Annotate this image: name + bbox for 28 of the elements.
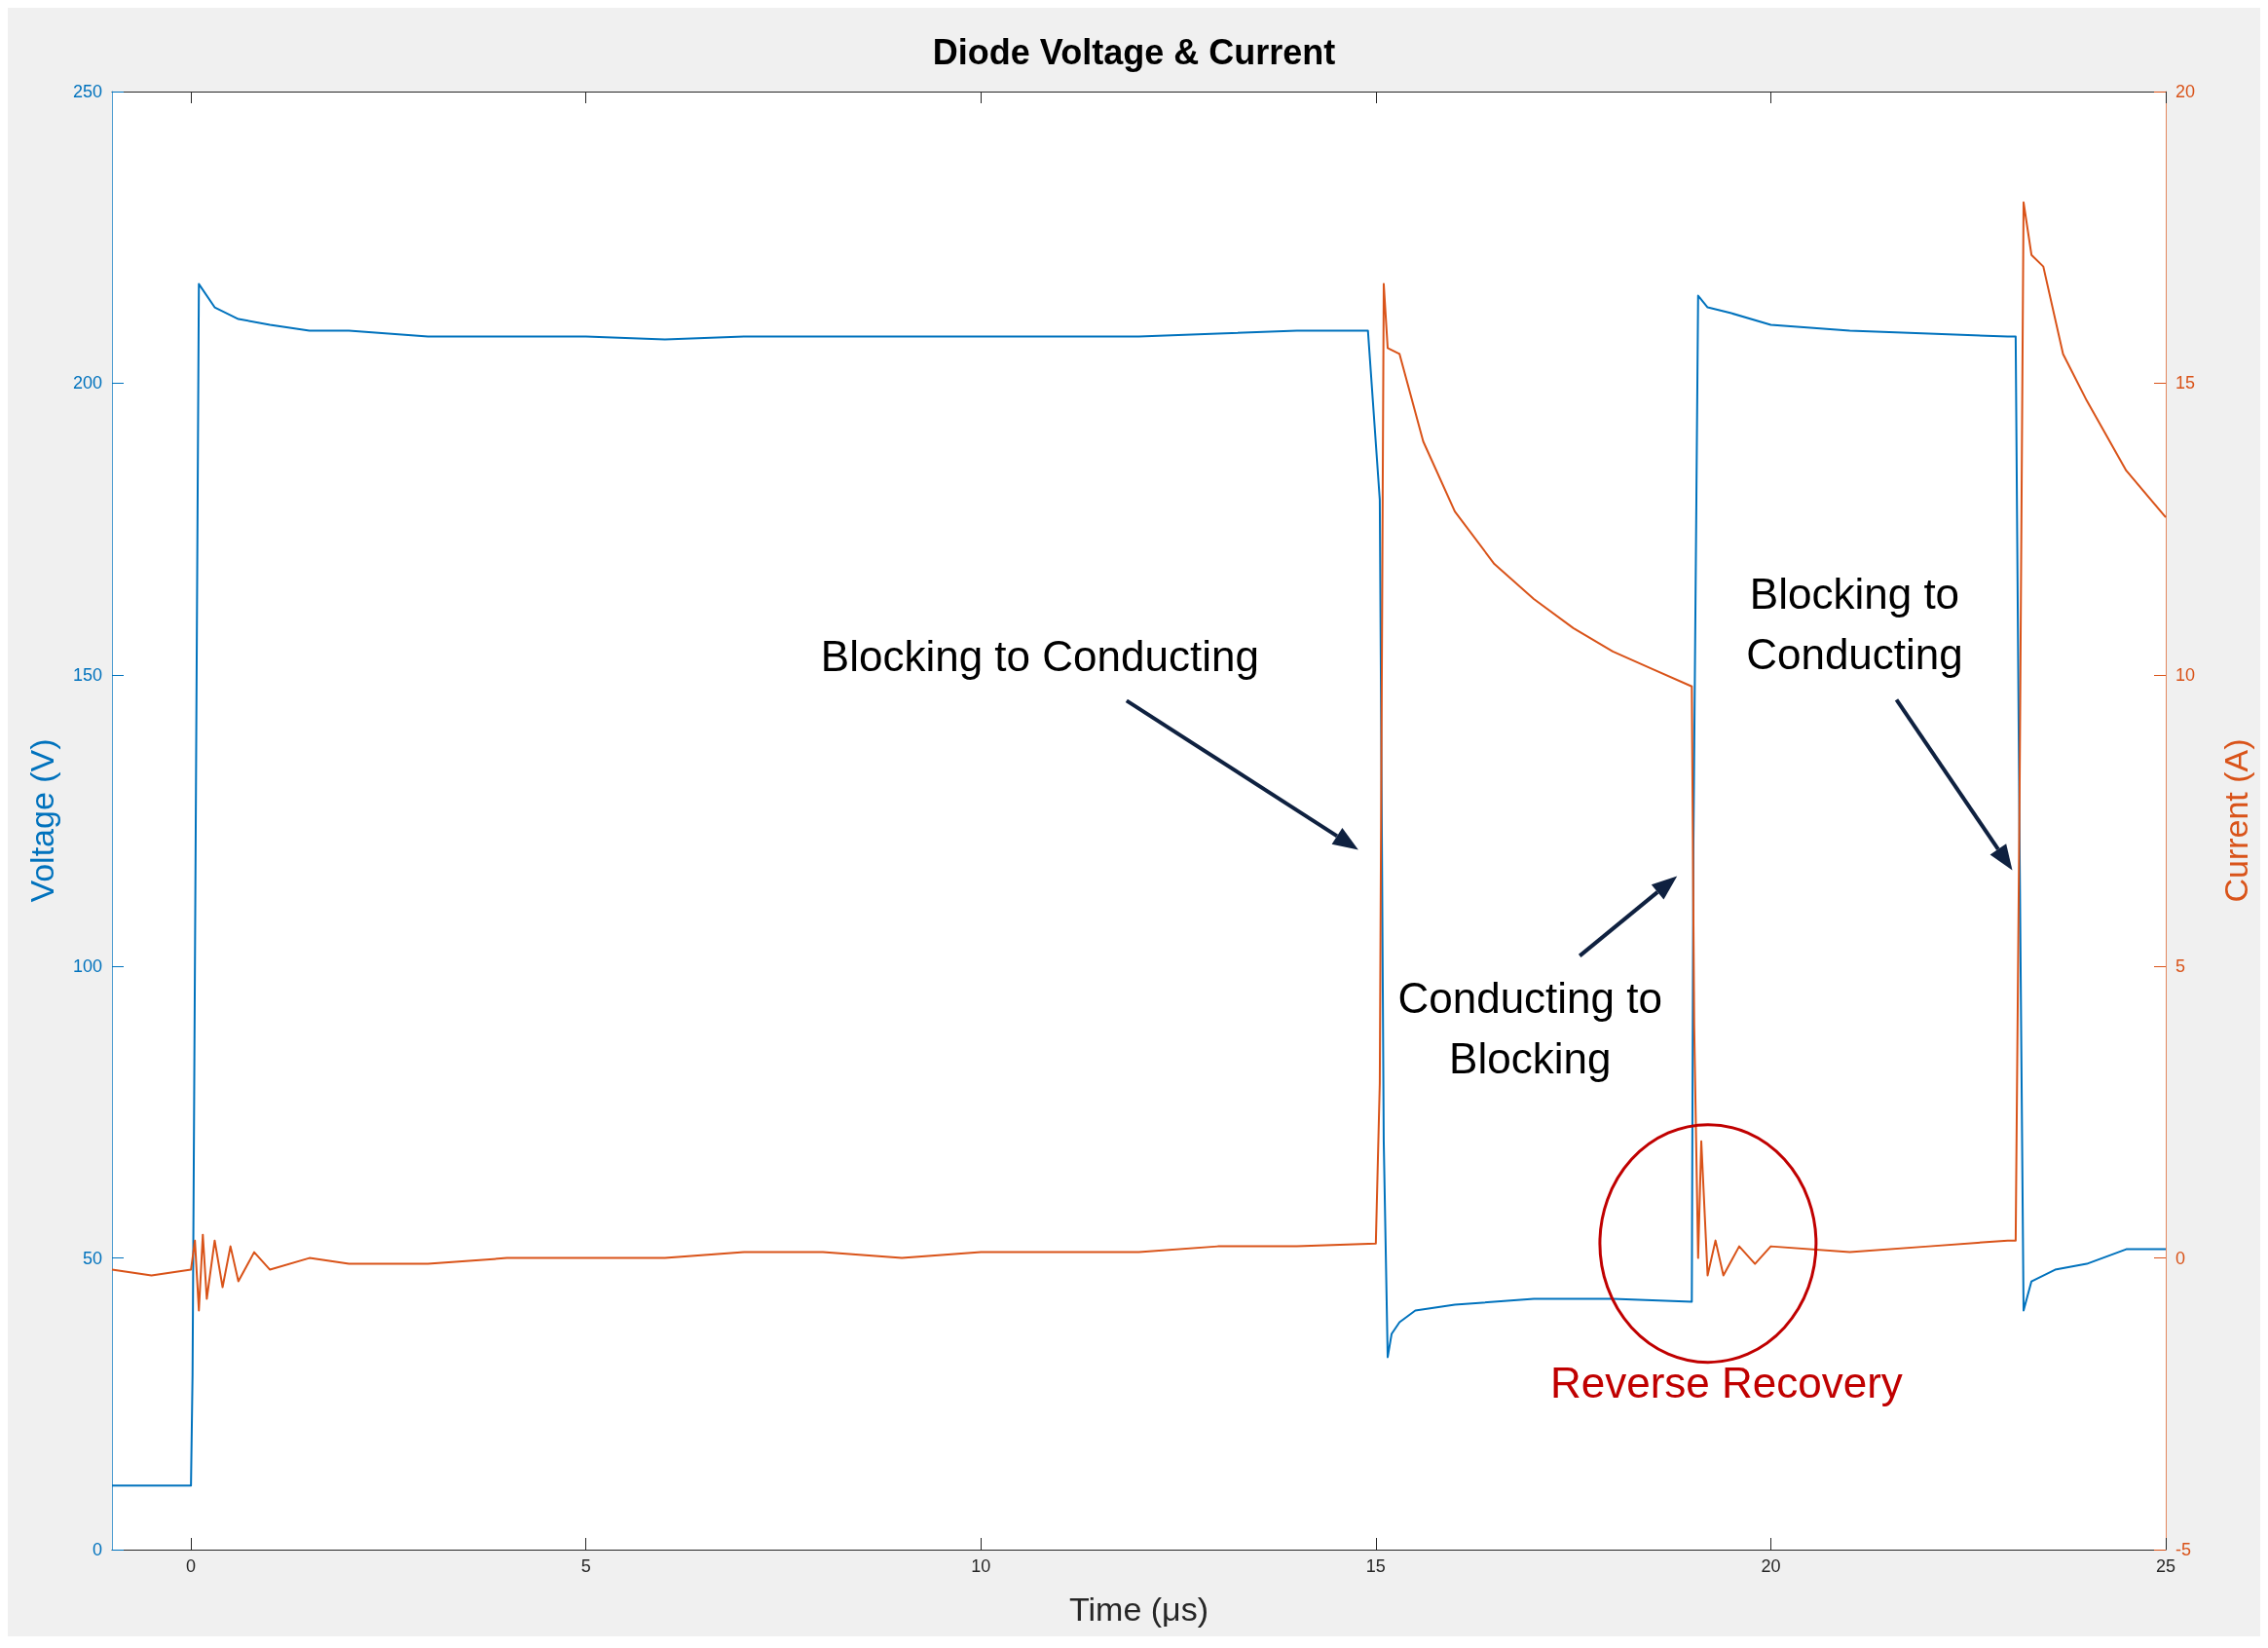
y-tick-label: 150	[72, 664, 102, 685]
x-tick-label: 25	[2155, 1556, 2176, 1576]
chart-title: Diode Voltage & Current	[932, 31, 1336, 72]
y-tick-label: 50	[82, 1248, 102, 1268]
y-tick-label: 200	[72, 373, 102, 393]
x-tick-label: 15	[1365, 1556, 1386, 1576]
x-tick-label: 10	[971, 1556, 991, 1576]
y2-axis-title: Current (A)	[2217, 738, 2254, 903]
annotation: Blocking to Conducting	[1746, 570, 1963, 679]
y2-tick-label: 20	[2175, 82, 2196, 101]
y2-tick-label: -5	[2175, 1540, 2192, 1559]
x-tick-label: 20	[1761, 1556, 1781, 1576]
y2-tick-label: 5	[2175, 956, 2186, 977]
y-tick-label: 250	[72, 82, 102, 101]
x-axis-title: Time (μs)	[1069, 1591, 1208, 1628]
line-series	[111, 201, 2167, 1312]
y-tick-label: 0	[92, 1540, 102, 1559]
y-axis-title: Voltage (V)	[23, 738, 60, 903]
x-tick-label: 5	[580, 1556, 591, 1576]
annotation: Conducting to Blocking	[1397, 974, 1662, 1083]
line-series	[111, 282, 2167, 1487]
annotation: Reverse Recovery	[1549, 1358, 1903, 1406]
y2-tick-label: 10	[2175, 664, 2196, 685]
x-tick-label: 0	[186, 1556, 197, 1576]
y2-tick-label: 0	[2175, 1248, 2186, 1268]
y-tick-label: 100	[72, 956, 102, 977]
y2-tick-label: 15	[2175, 373, 2196, 393]
annotation: Blocking to Conducting	[820, 632, 1259, 681]
